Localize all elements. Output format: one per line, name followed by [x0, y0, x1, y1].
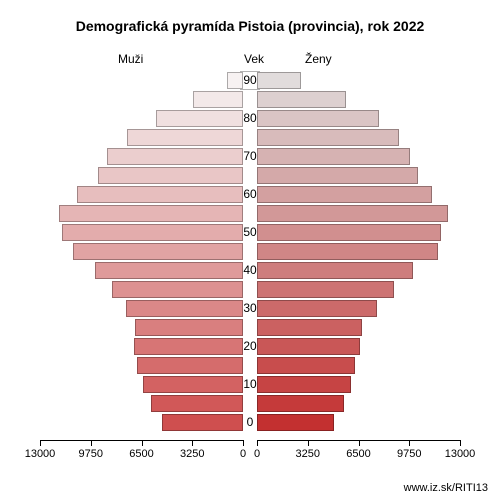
bar-men	[59, 205, 243, 222]
x-tick-label: 3250	[180, 448, 204, 460]
x-tick-label: 6500	[129, 448, 153, 460]
bar-women	[257, 91, 346, 108]
x-tick	[409, 440, 410, 446]
y-tick-label: 90	[235, 73, 265, 87]
bar-men	[73, 243, 243, 260]
bar-men	[143, 376, 243, 393]
chart-area: 90 80 70 60 50 40 30 20 10 0	[40, 68, 460, 438]
x-tick-label: 13000	[25, 448, 56, 460]
y-tick-label: 50	[235, 225, 265, 239]
bar-women	[257, 224, 441, 241]
pyramid-figure: Demografická pyramída Pistoia (provincia…	[0, 0, 500, 500]
bar-men	[127, 129, 243, 146]
bar-men	[126, 300, 243, 317]
bar-women	[257, 395, 344, 412]
bar-men	[151, 395, 243, 412]
x-tick	[359, 440, 360, 446]
bar-women	[257, 357, 355, 374]
y-tick-label: 30	[235, 301, 265, 315]
x-tick-label: 9750	[397, 448, 421, 460]
label-women: Ženy	[305, 52, 332, 66]
y-tick-label: 0	[235, 415, 265, 429]
label-men: Muži	[118, 52, 143, 66]
x-axis: 130009750650032500032506500975013000	[40, 440, 460, 468]
x-tick-label: 3250	[296, 448, 320, 460]
y-tick-label: 20	[235, 339, 265, 353]
bar-men	[135, 319, 243, 336]
bar-women	[257, 205, 448, 222]
x-tick-label: 13000	[445, 448, 476, 460]
bar-women	[257, 300, 377, 317]
bar-women	[257, 281, 394, 298]
bar-men	[98, 167, 243, 184]
x-tick	[257, 440, 258, 446]
bar-men	[134, 338, 243, 355]
x-tick	[40, 440, 41, 446]
bar-men	[107, 148, 243, 165]
bar-women	[257, 414, 334, 431]
label-age: Vek	[244, 52, 264, 66]
bar-women	[257, 319, 362, 336]
bar-women	[257, 129, 399, 146]
bar-men	[95, 262, 243, 279]
bar-women	[257, 186, 432, 203]
x-tick	[460, 440, 461, 446]
x-tick-label: 0	[254, 448, 260, 460]
bar-women	[257, 338, 360, 355]
bar-men	[62, 224, 243, 241]
y-tick-label: 80	[235, 111, 265, 125]
x-tick	[91, 440, 92, 446]
chart-title: Demografická pyramída Pistoia (provincia…	[0, 18, 500, 34]
bar-men	[156, 110, 243, 127]
x-tick	[243, 440, 244, 446]
source-label: www.iz.sk/RITI13	[404, 482, 488, 494]
y-tick-label: 10	[235, 377, 265, 391]
bar-women	[257, 110, 379, 127]
y-tick-label: 40	[235, 263, 265, 277]
x-tick	[192, 440, 193, 446]
x-tick-label: 9750	[79, 448, 103, 460]
bar-women	[257, 262, 413, 279]
bar-men	[137, 357, 243, 374]
bar-women	[257, 148, 410, 165]
bar-women	[257, 243, 438, 260]
y-tick-label: 60	[235, 187, 265, 201]
x-tick-label: 6500	[346, 448, 370, 460]
bar-men	[162, 414, 243, 431]
x-tick	[142, 440, 143, 446]
x-tick	[308, 440, 309, 446]
bar-women	[257, 376, 351, 393]
bar-men	[193, 91, 243, 108]
y-tick-label: 70	[235, 149, 265, 163]
bar-women	[257, 167, 418, 184]
bar-men	[112, 281, 243, 298]
bar-men	[77, 186, 243, 203]
bars-container: 90 80 70 60 50 40 30 20 10 0	[40, 68, 460, 438]
x-tick-label: 0	[240, 448, 246, 460]
